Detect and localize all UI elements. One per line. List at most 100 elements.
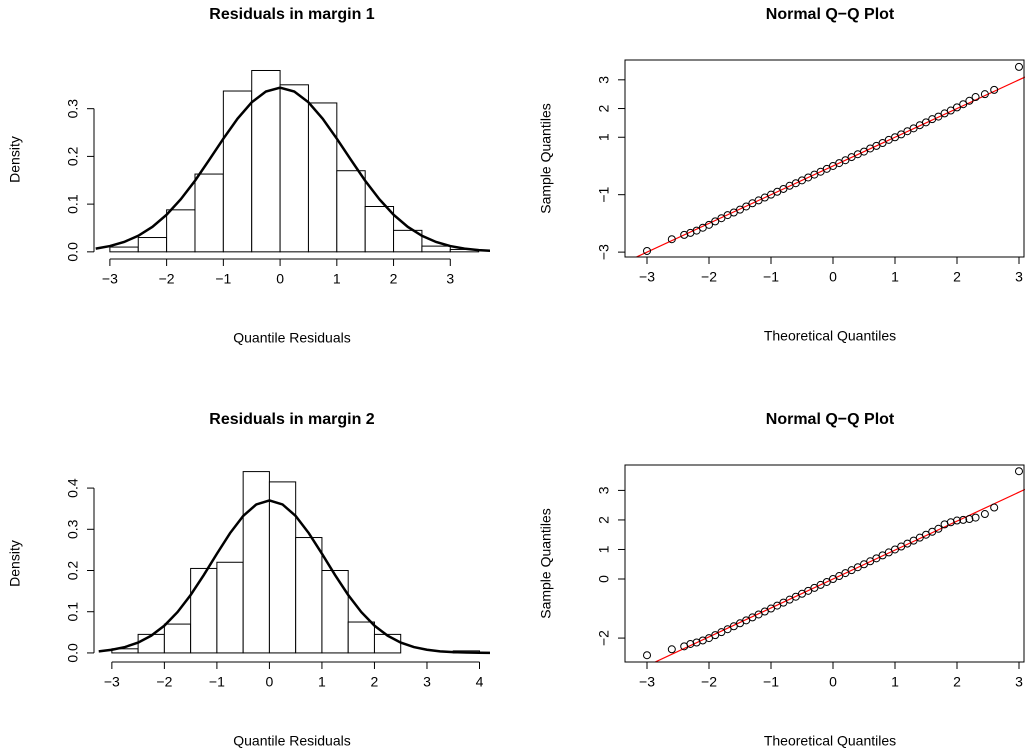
x-tick-label: 0 <box>829 269 837 285</box>
x-tick-label: −3 <box>639 269 655 285</box>
histogram-bar <box>222 90 253 253</box>
y-tick-label: 0 <box>596 575 612 583</box>
qq-point <box>841 569 850 578</box>
qq-point <box>804 586 813 595</box>
x-tick-label: −3 <box>104 674 120 690</box>
qq-point <box>909 536 918 545</box>
y-tick-label: 0.0 <box>65 643 81 663</box>
qq-point <box>729 622 738 631</box>
qq-point <box>847 566 856 575</box>
chart-title: Normal Q−Q Plot <box>766 411 895 428</box>
qq-point <box>717 214 726 223</box>
y-tick-label: 1 <box>596 133 612 141</box>
histogram-bar <box>109 246 139 253</box>
qq-point <box>742 202 751 211</box>
x-axis-label: Quantile Residuals <box>233 733 351 749</box>
x-tick-label: −2 <box>159 271 175 287</box>
qq-point <box>773 601 782 610</box>
histogram-bar <box>190 567 218 654</box>
qq-point <box>748 613 757 622</box>
qq-point <box>971 93 980 102</box>
chart-title: Residuals in margin 2 <box>209 411 374 428</box>
histogram-bar <box>279 84 309 253</box>
plot-area <box>95 69 490 253</box>
y-tick-label: 2 <box>596 516 612 524</box>
panel: Normal Q−Q Plot Theoretical Quantiles Samp… <box>538 6 1025 344</box>
qq-point <box>921 118 930 127</box>
x-tick-label: 3 <box>423 674 431 690</box>
qq-point <box>980 510 989 519</box>
y-tick-label: −3 <box>596 244 612 260</box>
y-tick-label: 0.0 <box>65 242 81 262</box>
y-tick-label: −1 <box>596 186 612 202</box>
qq-point <box>903 539 912 548</box>
histogram-bar <box>251 69 281 253</box>
qq-point <box>841 156 850 165</box>
y-tick-label: 0.1 <box>65 194 81 214</box>
x-tick-label: −3 <box>639 674 655 690</box>
x-tick-label: 3 <box>1015 269 1023 285</box>
histogram-bar <box>364 206 395 253</box>
density-curve <box>98 499 490 655</box>
qq-point <box>711 217 720 226</box>
panel: Residuals in margin 2 Quantile Residuals D… <box>7 411 490 749</box>
qq-point <box>866 557 875 566</box>
qq-point <box>1014 467 1023 476</box>
histogram-bar <box>393 229 423 253</box>
x-tick-label: 0 <box>266 674 274 690</box>
qq-point <box>890 545 899 554</box>
histogram-bar <box>321 570 349 654</box>
density-curve <box>95 86 490 253</box>
y-tick-label: 0.4 <box>65 478 81 498</box>
x-tick-label: −2 <box>156 674 172 690</box>
plot-box <box>624 464 1025 663</box>
qq-point <box>779 184 788 193</box>
x-axis-label: Theoretical Quantiles <box>764 328 896 344</box>
histogram-bar <box>421 245 451 253</box>
qq-point <box>643 651 652 660</box>
reference-line <box>653 488 1025 662</box>
qq-point <box>711 631 720 640</box>
qq-point <box>915 533 924 542</box>
x-tick-label: −1 <box>209 674 225 690</box>
x-tick-label: 2 <box>953 674 961 690</box>
qq-point <box>643 246 652 255</box>
qq-point <box>965 96 974 105</box>
qq-point <box>816 580 825 589</box>
x-tick-label: 1 <box>891 269 899 285</box>
qq-point <box>835 572 844 581</box>
qq-point <box>952 103 961 112</box>
x-tick-label: 0 <box>276 271 284 287</box>
y-tick-label: 2 <box>596 104 612 112</box>
histogram-bar <box>163 623 192 654</box>
qq-point <box>785 595 794 604</box>
x-tick-label: 2 <box>390 271 398 287</box>
histogram-bar <box>307 102 338 253</box>
y-tick-label: 0.1 <box>65 602 81 622</box>
histogram-bar <box>216 561 244 654</box>
qq-point <box>952 516 961 525</box>
y-axis-label: Sample Quantiles <box>538 508 554 619</box>
qq-point <box>736 205 745 214</box>
qq-point <box>797 589 806 598</box>
x-axis-label: Theoretical Quantiles <box>764 733 896 749</box>
qq-point <box>965 515 974 524</box>
qq-point <box>853 563 862 572</box>
qq-point <box>990 503 999 512</box>
qq-point <box>723 625 732 634</box>
qq-point <box>878 138 887 147</box>
x-tick-label: 1 <box>333 271 341 287</box>
qq-point <box>822 577 831 586</box>
qq-point <box>767 604 776 613</box>
qq-point <box>859 147 868 156</box>
x-tick-label: −2 <box>701 269 717 285</box>
qq-point <box>705 220 714 229</box>
histogram-bar <box>373 633 402 654</box>
y-tick-label: 0.2 <box>65 146 81 166</box>
histogram-bar <box>137 237 168 253</box>
plot-area <box>98 471 490 655</box>
x-tick-label: −1 <box>763 674 779 690</box>
chart-title: Normal Q−Q Plot <box>766 6 895 23</box>
qq-point <box>921 530 930 539</box>
